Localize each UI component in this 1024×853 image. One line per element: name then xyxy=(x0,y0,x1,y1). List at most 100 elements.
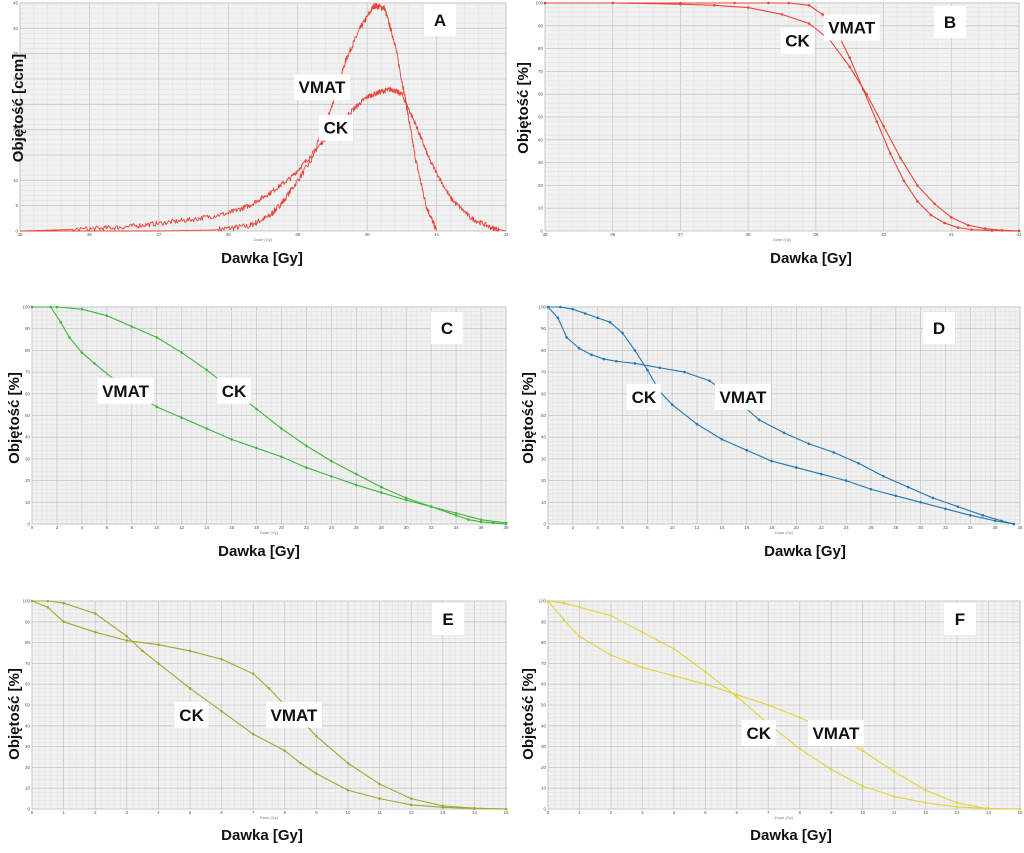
data-point xyxy=(949,216,953,219)
data-point xyxy=(267,687,271,690)
data-point xyxy=(562,601,566,605)
data-point xyxy=(355,483,358,487)
curve-label-vmat: VMAT xyxy=(828,19,876,38)
data-point xyxy=(875,120,879,123)
panel-badge-box xyxy=(431,312,463,344)
x-tick-label: 15 xyxy=(1017,810,1023,815)
y-tick-label: 10 xyxy=(541,786,547,791)
data-point xyxy=(571,307,575,311)
data-point xyxy=(473,807,476,810)
x-tick-label: 22 xyxy=(819,525,825,530)
x-tick-label: 20 xyxy=(794,525,800,530)
y-tick-label: 100 xyxy=(538,599,546,604)
curve-label-box xyxy=(265,701,322,728)
data-point xyxy=(609,614,613,617)
y-tick-label: 10 xyxy=(25,786,31,791)
data-point xyxy=(956,505,960,508)
curve-label-box xyxy=(807,720,864,747)
curve-label-vmat: VMAT xyxy=(299,78,347,97)
data-point xyxy=(956,226,960,229)
data-point xyxy=(565,336,568,339)
data-point xyxy=(683,370,686,374)
curve-label-ck: CK xyxy=(179,706,204,725)
x-axis-caption: Dose (Gy) xyxy=(775,530,794,535)
data-point xyxy=(155,336,159,339)
data-point xyxy=(105,314,109,317)
data-point xyxy=(280,427,283,430)
x-tick-label: 2 xyxy=(610,810,613,815)
y-tick-label: 90 xyxy=(541,326,547,331)
x-tick-label: 10 xyxy=(860,810,866,815)
panel-badge-box xyxy=(944,603,976,635)
data-point xyxy=(441,806,445,809)
y-tick-label: 40 xyxy=(25,435,31,440)
x-tick-label: 37 xyxy=(156,232,162,237)
data-point xyxy=(857,461,860,465)
x-tick-label: 42 xyxy=(503,232,509,237)
x-tick-label: 6 xyxy=(220,810,223,815)
x-tick-label: 14 xyxy=(986,810,992,815)
x-tick-label: 28 xyxy=(893,525,899,530)
data-point xyxy=(80,351,84,354)
x-tick-label: 41 xyxy=(949,232,955,237)
data-point xyxy=(454,514,458,517)
data-point xyxy=(943,221,946,225)
y-tick-label: 50 xyxy=(25,413,31,418)
x-tick-label: 14 xyxy=(719,525,725,530)
y-tick-label: 90 xyxy=(541,619,547,624)
data-point xyxy=(670,403,674,406)
data-point xyxy=(832,451,835,454)
data-point xyxy=(735,695,739,698)
data-point xyxy=(848,56,852,60)
data-point xyxy=(916,200,919,203)
x-tick-label: 18 xyxy=(769,525,775,530)
x-tick-label: 8 xyxy=(646,525,649,530)
data-point xyxy=(924,788,927,792)
data-point xyxy=(611,1,615,5)
data-point xyxy=(919,501,922,504)
x-tick-label: 32 xyxy=(429,525,435,530)
x-tick-label: 2 xyxy=(572,525,575,530)
data-point xyxy=(59,320,62,324)
panel-badge-box xyxy=(424,4,456,36)
x-tick-label: 36 xyxy=(993,525,999,530)
y-tick-label: 80 xyxy=(538,46,544,51)
data-point xyxy=(861,784,864,788)
y-tick-label: 30 xyxy=(538,160,544,165)
data-point xyxy=(746,6,750,9)
x-axis-title: Dawka [Gy] xyxy=(218,543,300,560)
data-point xyxy=(821,13,824,16)
data-point xyxy=(583,312,587,315)
data-point xyxy=(633,362,637,365)
data-point xyxy=(970,228,973,231)
x-tick-label: 7 xyxy=(767,810,770,815)
data-point xyxy=(251,672,255,676)
x-axis-title: Dawka [Gy] xyxy=(764,543,846,560)
data-point xyxy=(378,782,381,786)
y-axis-title: Objętość [%] xyxy=(6,668,23,760)
x-tick-label: 6 xyxy=(621,525,624,530)
y-tick-label: 70 xyxy=(25,661,31,666)
x-tick-label: 9 xyxy=(315,810,318,815)
data-point xyxy=(944,507,947,511)
x-tick-label: 2 xyxy=(56,525,59,530)
y-tick-label: 70 xyxy=(541,661,547,666)
x-tick-label: 2 xyxy=(94,810,97,815)
x-tick-label: 11 xyxy=(892,810,897,815)
data-point xyxy=(987,807,990,810)
data-point xyxy=(633,349,637,352)
data-point xyxy=(305,444,308,448)
y-tick-label: 30 xyxy=(541,456,547,461)
data-point xyxy=(819,472,823,476)
data-point xyxy=(720,438,724,441)
x-tick-label: 39 xyxy=(813,232,819,237)
chart-A: 35 36 37 38 39 40 41 42 0 5 10 15 20 25 30 35 40 45 Dose (… xyxy=(10,1,509,268)
x-tick-label: 18 xyxy=(254,525,260,530)
y-tick-label: 35 xyxy=(13,51,19,56)
data-point xyxy=(906,485,910,489)
x-tick-label: 0 xyxy=(31,525,34,530)
x-tick-label: 9 xyxy=(830,810,833,815)
x-tick-label: 40 xyxy=(365,232,371,237)
data-point xyxy=(30,305,34,309)
data-point xyxy=(882,124,885,128)
